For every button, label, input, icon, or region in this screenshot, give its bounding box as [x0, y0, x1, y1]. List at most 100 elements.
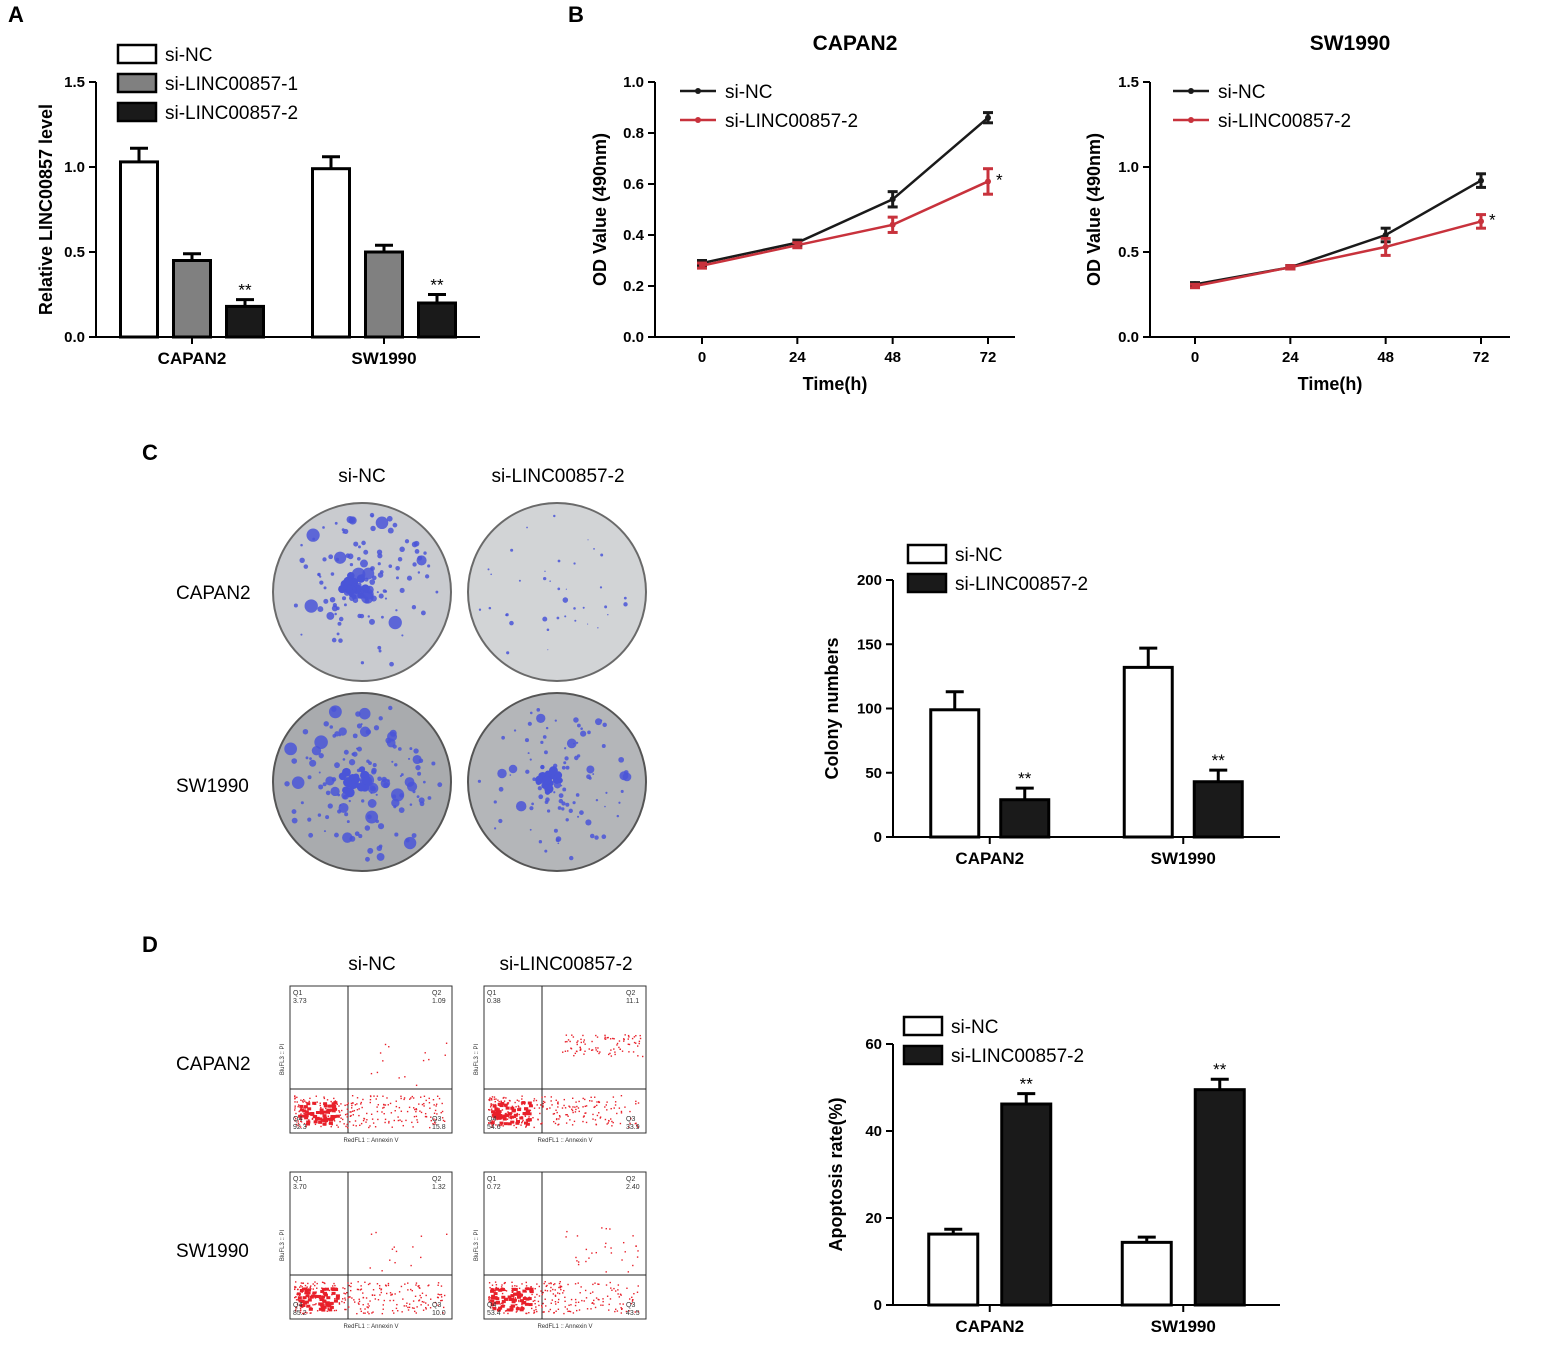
event-dot: [622, 1303, 624, 1305]
event-dot-upper: [604, 1038, 606, 1040]
event-dot: [414, 1108, 416, 1111]
event-dot-upper: [391, 1248, 394, 1250]
event-dot-upper: [595, 1049, 597, 1051]
event-dense-dot: [320, 1118, 325, 1122]
event-dot: [599, 1116, 602, 1118]
event-dense-dot: [496, 1116, 501, 1120]
event-dense-dot: [333, 1299, 338, 1303]
event-dot: [359, 1308, 362, 1310]
event-dot-upper: [619, 1048, 621, 1050]
colony-spot: [334, 762, 340, 769]
flow-y-axis-label: BluFL3 :: PI: [280, 1043, 286, 1075]
event-dot: [360, 1285, 362, 1287]
event-dot: [554, 1295, 557, 1297]
colony-spot: [506, 651, 510, 655]
colony-spot: [366, 814, 372, 820]
event-dot: [372, 1289, 375, 1291]
event-dot-upper: [609, 1228, 611, 1230]
event-dot: [373, 1294, 376, 1296]
event-dot: [583, 1115, 585, 1117]
colony-spot: [562, 787, 567, 792]
event-dot: [434, 1121, 436, 1124]
event-dot-upper: [604, 1036, 606, 1038]
event-dot: [553, 1120, 555, 1123]
event-dot-upper: [585, 1248, 588, 1251]
event-dense-dot: [320, 1290, 325, 1294]
event-dot: [594, 1119, 597, 1121]
event-dense-dot: [307, 1107, 312, 1111]
event-dot: [493, 1098, 496, 1100]
event-dot: [309, 1097, 311, 1100]
event-dot: [489, 1099, 491, 1102]
event-dot: [488, 1099, 490, 1101]
event-dot: [389, 1102, 392, 1105]
quadrant-name-q1: Q1: [293, 990, 302, 997]
event-dense-dot: [325, 1301, 330, 1305]
event-dot: [308, 1100, 310, 1103]
colony-spot: [338, 802, 349, 813]
event-dot: [574, 1298, 577, 1301]
event-dot: [571, 1109, 574, 1112]
event-dot: [303, 1112, 305, 1115]
event-dot: [555, 1109, 557, 1111]
event-dot: [427, 1304, 429, 1306]
event-dense-dot: [304, 1116, 309, 1120]
event-dot: [596, 1101, 598, 1103]
colony-spot: [508, 764, 518, 774]
event-dot: [605, 1284, 608, 1286]
event-dot: [308, 1119, 310, 1121]
colony-spot: [398, 807, 405, 813]
event-dot-upper: [565, 1236, 567, 1238]
y-tick-label: 60: [865, 1036, 882, 1053]
quadrant-name-q1: Q1: [293, 1176, 302, 1183]
x-category-label-capan2: CAPAN2: [955, 849, 1024, 868]
legend-label-si-linc00857-2: si-LINC00857-2: [1218, 111, 1351, 132]
event-dense-dot: [517, 1108, 522, 1112]
event-dot: [512, 1297, 515, 1300]
bar-sw1990-si-nc: [1120, 1240, 1173, 1307]
colony-spot: [497, 768, 507, 779]
event-dot: [399, 1119, 401, 1121]
event-dot: [561, 1107, 564, 1109]
event-dot-upper: [404, 1076, 406, 1078]
event-dot: [367, 1303, 369, 1305]
event-dot: [385, 1285, 387, 1287]
event-dot: [517, 1105, 520, 1107]
event-dot: [415, 1110, 417, 1113]
event-dense-dot: [499, 1121, 504, 1125]
event-dot: [366, 1119, 368, 1121]
event-dense-dot: [298, 1299, 303, 1303]
colony-spot: [319, 580, 324, 585]
event-dot: [516, 1118, 518, 1120]
event-dot: [359, 1124, 361, 1126]
colony-spot: [354, 831, 360, 837]
event-dot: [369, 1125, 371, 1127]
event-dot-upper: [382, 1060, 384, 1062]
colony-spot: [498, 818, 503, 824]
colony-spot: [498, 786, 504, 792]
colony-spot: [377, 562, 381, 566]
colony-spot: [510, 548, 514, 552]
legend-label-si-nc: si-NC: [165, 45, 213, 66]
event-dot: [364, 1312, 366, 1314]
y-tick-label: 0.5: [64, 244, 85, 261]
event-dot: [408, 1106, 411, 1109]
colony-spot: [589, 833, 595, 839]
event-dot: [294, 1116, 296, 1118]
event-dot: [544, 1289, 547, 1292]
event-dot: [604, 1118, 607, 1121]
x-tick-label: 72: [1473, 349, 1490, 366]
event-dot: [608, 1119, 610, 1122]
event-dot: [379, 1294, 381, 1296]
event-dot-upper: [579, 1046, 581, 1049]
event-dot: [367, 1283, 370, 1286]
event-dot: [506, 1118, 509, 1120]
event-dense-dot: [310, 1112, 315, 1116]
event-dot-upper: [597, 1047, 599, 1049]
event-dot: [617, 1284, 620, 1286]
event-dot: [356, 1103, 358, 1105]
event-dot: [414, 1310, 416, 1313]
event-dot: [555, 1310, 557, 1312]
event-dot: [507, 1111, 509, 1113]
